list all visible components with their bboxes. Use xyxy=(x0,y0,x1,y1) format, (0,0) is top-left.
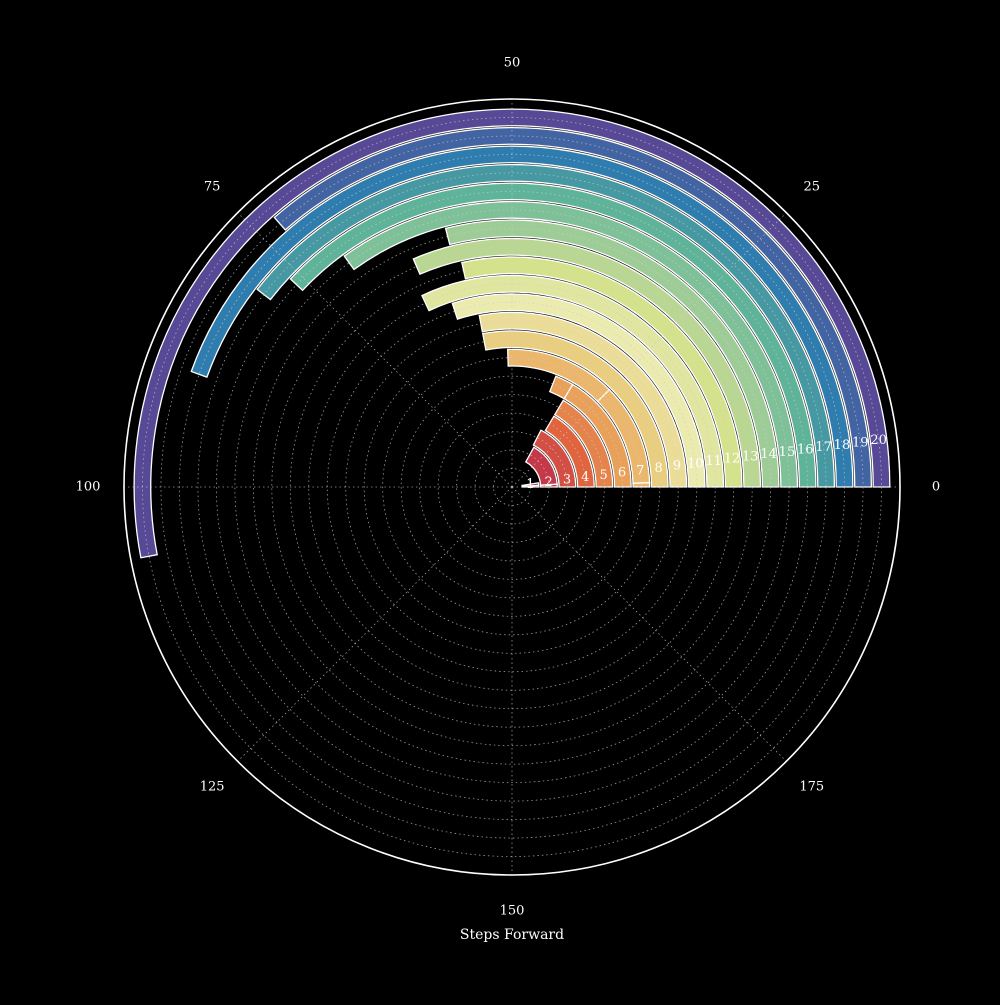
ring-label: 5 xyxy=(600,468,608,483)
ring-label: 19 xyxy=(852,436,869,451)
ring-label: 18 xyxy=(834,438,851,453)
ring-label: 17 xyxy=(815,440,832,455)
ring-label: 16 xyxy=(797,442,814,457)
polar-frame xyxy=(123,98,901,876)
ring-label: 9 xyxy=(673,459,681,474)
ring-8-segment-1 xyxy=(481,330,669,488)
ring-label: 12 xyxy=(724,452,741,467)
theta-tick-label: 50 xyxy=(504,56,521,71)
ring-18-segment-1 xyxy=(190,145,854,488)
radial-gridline xyxy=(437,412,587,562)
ring-label: 6 xyxy=(618,466,626,481)
ring-label: 20 xyxy=(870,433,887,448)
theta-tick-label: 125 xyxy=(200,779,225,794)
angular-gridline xyxy=(237,212,513,488)
radial-gridline xyxy=(271,246,753,728)
theta-tick-label: 100 xyxy=(76,480,101,495)
theta-tick-label: 0 xyxy=(932,480,940,495)
theta-tick-label: 75 xyxy=(204,180,221,195)
angular-gridline xyxy=(237,486,513,762)
radial-gridline xyxy=(345,320,679,654)
ring-label: 3 xyxy=(563,473,571,488)
ring-label: 4 xyxy=(581,470,589,485)
radial-gridline xyxy=(400,375,624,599)
ring-3-segment-1 xyxy=(532,429,577,488)
ring-label: 14 xyxy=(760,447,777,462)
theta-tick-label: 25 xyxy=(804,180,821,195)
ring-15-segment-1 xyxy=(343,200,799,488)
radial-gridline xyxy=(234,209,790,765)
bars-layer xyxy=(133,108,891,559)
ring-16-segment-1 xyxy=(289,182,817,488)
ring-label: 15 xyxy=(779,445,796,460)
ring-label: 11 xyxy=(705,454,722,469)
ring-label: 8 xyxy=(655,461,663,476)
radial-gridline xyxy=(382,357,642,617)
radial-gridline xyxy=(215,190,809,784)
ring-label: 7 xyxy=(636,463,644,478)
ring-labels: 1 2 3 4 5 6 7 8 9 10 11 12 13 14 15 16 17 18 19 20 xyxy=(526,433,887,492)
ring-10-segment-1 xyxy=(451,293,706,488)
radial-gridline xyxy=(252,227,772,747)
ring-13-segment-1 xyxy=(412,237,762,488)
radial-gridline xyxy=(419,394,605,580)
radial-gridline xyxy=(179,154,845,820)
x-axis-label: Steps Forward xyxy=(460,927,564,943)
ring-19-segment-1 xyxy=(273,127,873,488)
ring-label: 13 xyxy=(742,449,759,464)
radial-gridline xyxy=(363,338,661,636)
ring-label: 10 xyxy=(687,456,704,471)
theta-tick-label: 175 xyxy=(799,779,824,794)
angular-gridline xyxy=(511,212,787,488)
theta-tick-label: 150 xyxy=(500,904,525,919)
ring-7-segment-3 xyxy=(507,348,611,403)
radial-gridline xyxy=(197,172,827,802)
ring-11-segment-1 xyxy=(421,274,725,488)
ring-5-segment-1 xyxy=(553,399,614,488)
ring-label: 2 xyxy=(545,475,553,490)
ring-20-segment-1 xyxy=(133,108,891,559)
ring-label: 1 xyxy=(526,477,534,492)
ring-2-segment-2 xyxy=(524,446,558,486)
angular-gridline xyxy=(511,486,787,762)
grid-layer xyxy=(124,99,900,875)
